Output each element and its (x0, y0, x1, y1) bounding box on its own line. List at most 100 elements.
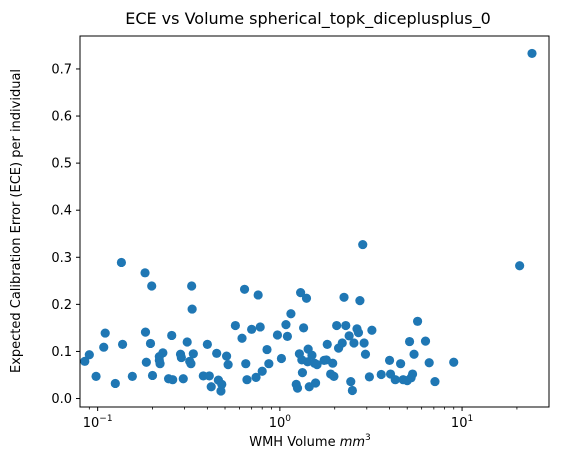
data-point (424, 358, 434, 368)
y-tick-label: 0.7 (51, 62, 72, 77)
data-point (239, 284, 250, 294)
chart-title: ECE vs Volume spherical_topk_diceplusplu… (125, 9, 491, 29)
data-point (264, 359, 274, 369)
data-point (176, 352, 186, 363)
y-tick-label: 0.1 (51, 345, 72, 360)
data-point (242, 375, 252, 385)
data-point (127, 371, 137, 381)
data-point (409, 349, 419, 359)
data-point (206, 382, 216, 392)
data-point (407, 369, 418, 379)
data-point (217, 379, 227, 389)
data-point (328, 358, 338, 368)
data-point (449, 357, 459, 367)
data-point (312, 360, 322, 370)
data-point (178, 374, 188, 384)
data-point (364, 372, 374, 382)
x-axis-title: WMH Volume mm3 (249, 433, 371, 450)
data-point (241, 359, 251, 369)
data-point (404, 336, 415, 347)
data-point (100, 328, 110, 338)
data-point (230, 320, 240, 331)
data-point (322, 339, 332, 349)
data-point (376, 369, 386, 380)
data-point (359, 338, 369, 348)
data-point (329, 371, 339, 381)
x-axis-label: WMH Volume (249, 435, 335, 450)
data-point (527, 48, 537, 59)
data-point (272, 330, 283, 340)
y-tick-label: 0.4 (51, 204, 72, 219)
data-point (307, 350, 317, 360)
data-point (299, 323, 309, 333)
data-point (390, 375, 400, 385)
x-axis-unit: mm (340, 435, 365, 450)
y-axis: 0.0 0.1 0.2 0.3 0.4 0.5 0.6 0.7 (51, 62, 80, 407)
data-points (80, 48, 537, 396)
data-point (253, 290, 263, 300)
data-point (251, 372, 261, 382)
data-point (212, 348, 222, 358)
y-tick-label: 0.5 (51, 157, 72, 172)
data-point (145, 338, 156, 349)
data-point (384, 355, 395, 365)
data-point (187, 281, 197, 291)
data-point (116, 257, 126, 268)
data-point (187, 304, 197, 314)
data-point (221, 351, 232, 361)
data-point (247, 324, 257, 334)
data-point (255, 322, 265, 332)
data-point (292, 383, 303, 393)
data-point (281, 320, 291, 330)
data-point (297, 368, 308, 378)
data-point (80, 356, 90, 366)
data-point (310, 378, 321, 388)
data-point (344, 331, 354, 341)
x-tick-label: 100 (269, 414, 292, 431)
x-axis-unit-exponent: 3 (365, 433, 371, 443)
data-point (140, 268, 150, 278)
data-point (182, 337, 192, 347)
data-point (91, 371, 101, 381)
data-point (349, 338, 359, 348)
data-point (262, 344, 272, 355)
x-tick-label: 101 (451, 414, 473, 431)
data-point (147, 281, 157, 291)
data-point (155, 359, 165, 369)
data-point (360, 349, 371, 359)
axes-frame (79, 35, 550, 408)
data-point (303, 357, 313, 367)
data-point (117, 339, 128, 349)
data-point (515, 261, 525, 271)
y-tick-label: 0.3 (51, 251, 72, 266)
data-point (301, 293, 312, 303)
y-tick-label: 0.6 (51, 110, 72, 125)
data-point (168, 375, 178, 385)
x-tick-label: 10−1 (83, 414, 113, 431)
data-point (202, 339, 212, 349)
data-point (167, 330, 177, 341)
data-point (99, 342, 109, 352)
y-axis-title: Expected Calibration Error (ECE) per ind… (9, 69, 24, 373)
data-point (147, 370, 158, 381)
data-point (430, 376, 440, 387)
data-point (412, 316, 423, 326)
data-point (158, 348, 168, 358)
y-tick-label: 0.0 (51, 392, 72, 407)
data-point (355, 296, 365, 306)
data-point (396, 359, 406, 369)
data-point (339, 292, 349, 302)
data-point (204, 371, 214, 381)
data-point (346, 376, 356, 387)
data-point (186, 359, 196, 369)
data-point (367, 325, 377, 335)
data-point (337, 338, 347, 348)
data-point (188, 349, 198, 359)
data-point (141, 357, 151, 367)
data-point (341, 320, 351, 331)
y-tick-label: 0.2 (51, 298, 72, 313)
data-point (276, 353, 287, 364)
data-point (296, 287, 306, 298)
